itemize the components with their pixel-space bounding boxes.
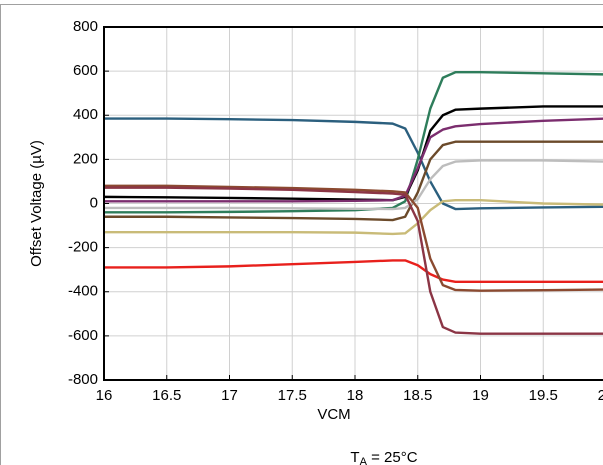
series-line: [104, 198, 603, 236]
x-tick-label: 20: [598, 387, 603, 404]
plot-border: [103, 26, 603, 381]
x-tick-label: 16: [96, 387, 113, 404]
y-tick-label: 600: [73, 62, 98, 79]
x-tick-label: 17.5: [278, 387, 307, 404]
y-tick-label: -600: [68, 327, 98, 344]
y-tick-label: -200: [68, 239, 98, 256]
frame: [0, 4, 603, 465]
y-tick-label: 800: [73, 18, 98, 35]
y-tick-label: 400: [73, 106, 98, 123]
series-line: [104, 159, 603, 211]
series-line: [104, 117, 603, 211]
x-tick-label: 19.5: [529, 387, 558, 404]
y-tick-label: 0: [90, 194, 98, 211]
lines: [103, 71, 603, 335]
y-tick-label: -800: [68, 371, 98, 388]
annotation: TA = 25°C: [350, 449, 417, 465]
x-axis-label: VCM: [317, 406, 350, 423]
annotation-rest: = 25°C: [367, 449, 418, 465]
x-tick-label: 18.5: [403, 387, 432, 404]
x-tick-label: 17: [221, 387, 238, 404]
y-axis-label: Offset Voltage (µV): [28, 140, 45, 267]
series-line: [104, 117, 603, 203]
annotation-sub: A: [360, 456, 368, 465]
x-tick-label: 19: [472, 387, 489, 404]
y-tick-label: 200: [73, 150, 98, 167]
annotation-main: T: [350, 449, 359, 465]
series-line: [104, 186, 603, 335]
x-tick-label: 16.5: [152, 387, 181, 404]
series-line: [104, 259, 603, 284]
series-line: [104, 184, 603, 292]
x-tick-label: 18: [347, 387, 364, 404]
y-tick-label: -400: [68, 283, 98, 300]
